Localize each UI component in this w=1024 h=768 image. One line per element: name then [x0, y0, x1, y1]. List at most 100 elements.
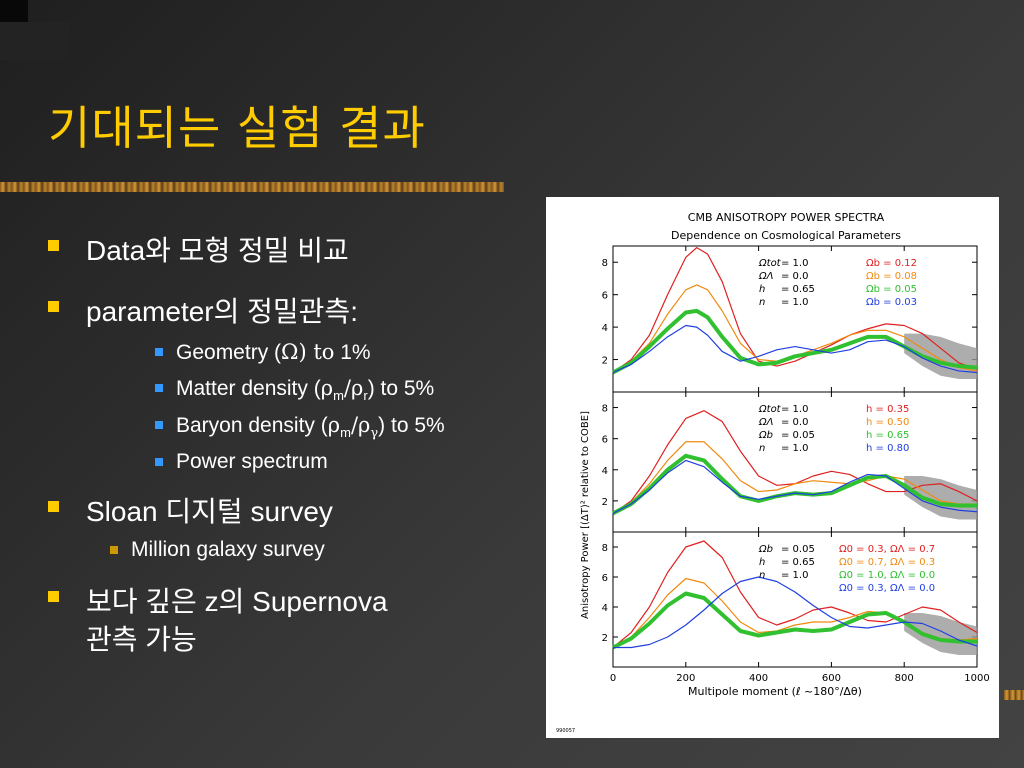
cosmic-variance-band [904, 476, 977, 520]
x-tick-label: 0 [610, 673, 616, 684]
cosmic-variance-band [904, 333, 977, 380]
sub-bullet-power-spectrum: Power spectrum [155, 450, 328, 474]
y-tick-label: 6 [602, 435, 608, 446]
fixed-param-value: = 1.0 [781, 570, 808, 581]
square-bullet-icon [48, 301, 59, 312]
baryon-value: ) to 5% [378, 414, 445, 437]
square-bullet-icon [48, 591, 59, 602]
varied-param-label: Ωb = 0.12 [866, 258, 917, 269]
sub-bullet-matter-density: Matter density (ρm/ρr) to 5% [155, 376, 435, 404]
square-bullet-icon [48, 240, 59, 251]
square-bullet-icon [155, 421, 163, 429]
cmb-chart: CMB ANISOTROPY POWER SPECTRA Dependence … [546, 197, 999, 738]
square-bullet-icon [110, 546, 118, 554]
series-line [612, 247, 978, 374]
y-tick-label: 2 [602, 497, 608, 508]
chart-footnote: 990057 [556, 728, 575, 734]
matter-label: Matter density ( [176, 377, 321, 400]
x-tick-label: 800 [895, 673, 914, 684]
fixed-param-value: = 1.0 [781, 258, 808, 269]
fixed-param-name: Ωb [758, 430, 773, 441]
y-tick-label: 2 [602, 633, 608, 644]
bullet-parameter: parameter의 정밀관측: [48, 290, 358, 330]
bullet-text: 관측 가능 [86, 624, 197, 655]
bullet-data-comparison: Data와 모형 정밀 비교 [48, 229, 349, 269]
fixed-param-name: n [759, 570, 765, 581]
subscript-r: r [363, 388, 368, 404]
fixed-param-value: = 0.05 [781, 430, 815, 441]
fixed-param-name: ΩΛ [758, 417, 774, 428]
fixed-param-name: n [759, 443, 765, 454]
rho-symbol: ρ [351, 376, 364, 400]
subscript-m: m [333, 388, 344, 404]
bullet-supernova-cont: 관측 가능 [86, 618, 197, 658]
varied-param-label: Ω0 = 0.3, ΩΛ = 0.0 [839, 583, 935, 594]
fixed-param-name: ΩΛ [758, 271, 774, 282]
varied-param-label: Ωb = 0.03 [866, 297, 917, 308]
varied-param-label: h = 0.65 [866, 430, 909, 441]
fixed-param-name: Ωtot [758, 404, 782, 415]
series-line [612, 308, 978, 375]
y-tick-label: 8 [602, 258, 608, 269]
matter-value: ) to 5% [367, 377, 435, 400]
y-tick-label: 4 [602, 323, 608, 334]
fixed-param-value: = 0.0 [781, 417, 808, 428]
bullet-text: Data와 모형 정밀 비교 [86, 235, 349, 266]
square-bullet-icon [48, 501, 59, 512]
varied-param-label: h = 0.80 [866, 443, 909, 454]
geometry-to: ) to [298, 340, 335, 364]
y-tick-label: 2 [602, 356, 608, 367]
sub-bullet-million-galaxy: Million galaxy survey [110, 538, 325, 562]
fixed-param-value: = 0.65 [781, 284, 815, 295]
y-tick-label: 8 [602, 543, 608, 554]
varied-param-label: Ω0 = 1.0, ΩΛ = 0.0 [839, 570, 935, 581]
varied-param-label: Ωb = 0.05 [866, 284, 917, 295]
bullet-supernova: 보다 깊은 z의 Supernova [48, 580, 388, 620]
bullet-sloan: Sloan 디지털 survey [48, 490, 333, 530]
varied-param-label: h = 0.35 [866, 404, 909, 415]
y-tick-label: 4 [602, 603, 608, 614]
rho-symbol: ρ [320, 376, 334, 400]
y-tick-label: 6 [602, 291, 608, 302]
bullet-text: Million galaxy survey [131, 538, 325, 561]
chart-xlabel: Multipole moment (ℓ ~180°/Δθ) [688, 685, 862, 698]
fixed-param-name: Ωb [758, 544, 773, 555]
series-line [612, 324, 978, 374]
fixed-param-name: Ωtot [758, 258, 782, 269]
varied-param-label: h = 0.50 [866, 417, 909, 428]
varied-param-label: Ωb = 0.08 [866, 271, 917, 282]
square-bullet-icon [155, 458, 163, 466]
subscript-m: m [340, 425, 351, 441]
rho-symbol: ρ [327, 413, 341, 437]
fixed-param-value: = 1.0 [781, 404, 808, 415]
baryon-label: Baryon density ( [176, 414, 328, 437]
fixed-param-value: = 1.0 [781, 297, 808, 308]
title-divider-band [0, 182, 504, 192]
series-line [613, 576, 978, 649]
x-tick-label: 600 [822, 673, 841, 684]
subscript-gamma: γ [370, 426, 379, 442]
fixed-param-value: = 0.05 [781, 544, 815, 555]
x-tick-label: 200 [676, 673, 695, 684]
fixed-param-value: = 1.0 [781, 443, 808, 454]
slide-title: 기대되는 실험 결과 [48, 101, 426, 155]
y-tick-label: 6 [602, 573, 608, 584]
rho-symbol: ρ [358, 413, 371, 437]
x-tick-label: 400 [749, 673, 768, 684]
x-tick-label: 1000 [964, 673, 989, 684]
geometry-label: Geometry ( [176, 341, 282, 364]
cosmic-variance-band [904, 613, 977, 655]
chart-subtitle: Dependence on Cosmological Parameters [671, 229, 901, 242]
sub-bullet-baryon-density: Baryon density (ρm/ργ) to 5% [155, 413, 445, 442]
slash: / [343, 376, 351, 400]
bullet-text: 보다 깊은 z의 Supernova [86, 586, 388, 617]
chart-title: CMB ANISOTROPY POWER SPECTRA [688, 211, 885, 224]
side-band-decoration [1004, 690, 1024, 700]
series-line [612, 459, 978, 514]
omega-symbol: Ω [281, 340, 299, 364]
panel-frame [612, 531, 978, 668]
sub-bullet-geometry: Geometry (Ω) to 1% [155, 340, 371, 365]
slash: / [350, 413, 359, 437]
y-tick-label: 8 [602, 404, 608, 415]
